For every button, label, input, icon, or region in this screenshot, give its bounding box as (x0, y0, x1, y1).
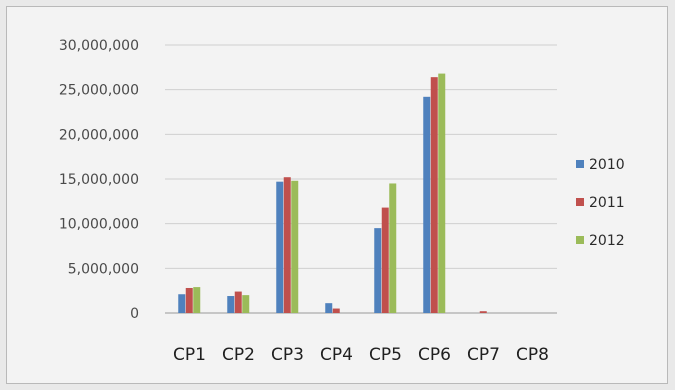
y-tick-label: 5,000,000 (68, 261, 139, 277)
gridlines (165, 44, 557, 314)
legend-swatch-2012 (576, 236, 584, 244)
y-tick-label: 10,000,000 (59, 217, 139, 233)
x-category-label: CP2 (222, 345, 255, 365)
y-tick-label: 15,000,000 (59, 172, 139, 188)
bar-cp6-2010 (423, 96, 431, 314)
bar-cp3-2012 (291, 180, 299, 313)
y-tick-label: 25,000,000 (59, 83, 139, 99)
legend: 2010 2011 2012 (576, 157, 625, 249)
bar-cp1-2011 (185, 287, 193, 313)
bars (178, 73, 487, 314)
x-category-label: CP8 (516, 345, 549, 365)
legend-swatch-2010 (576, 160, 584, 168)
y-tick-label: 20,000,000 (59, 127, 139, 143)
x-category-label: CP6 (418, 345, 451, 365)
bar-cp4-2010 (325, 303, 333, 313)
chart-frame (6, 6, 668, 384)
y-tick-label: 30,000,000 (59, 38, 139, 54)
bar-cp5-2011 (381, 207, 389, 313)
x-category-label: CP4 (320, 345, 353, 365)
x-category-label: CP7 (467, 345, 500, 365)
legend-label: 2012 (589, 233, 625, 249)
legend-swatch-2011 (576, 198, 584, 206)
legend-label: 2010 (589, 157, 625, 173)
bar-cp7-2011 (479, 311, 487, 313)
x-category-label: CP3 (271, 345, 304, 365)
bar-cp6-2011 (430, 77, 438, 313)
x-axis-categories: CP1 CP2 CP3 CP4 CP5 CP6 CP7 CP8 (173, 345, 549, 365)
y-tick-label: 0 (130, 306, 139, 322)
legend-label: 2011 (589, 195, 625, 211)
x-category-label: CP5 (369, 345, 402, 365)
bar-cp2-2012 (242, 295, 250, 313)
bar-cp3-2010 (276, 181, 284, 313)
bar-cp6-2012 (438, 73, 446, 313)
bar-cp5-2010 (374, 228, 382, 313)
bar-cp1-2012 (193, 287, 201, 313)
y-axis-ticks: 0 5,000,000 10,000,000 15,000,000 20,000,000… (59, 38, 139, 322)
bar-cp3-2011 (283, 177, 291, 313)
bar-cp4-2011 (332, 308, 340, 313)
bar-cp1-2010 (178, 294, 186, 313)
x-category-label: CP1 (173, 345, 206, 365)
bar-cp2-2010 (227, 296, 235, 313)
bar-cp5-2012 (389, 183, 397, 313)
bar-cp2-2011 (234, 291, 242, 313)
